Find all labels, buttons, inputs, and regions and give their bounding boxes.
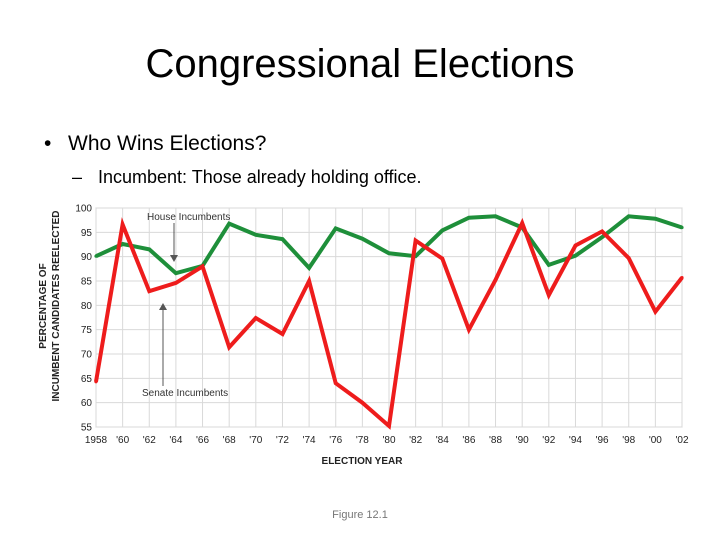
x-axis-labels: 1958 '60 '62 '64 '66 '68 '70 '72 '74 '76 '78 '80 '82… bbox=[85, 435, 689, 446]
senate-data-point bbox=[334, 381, 338, 385]
x-tick-label: '94 bbox=[569, 435, 582, 446]
legend-house-incumbents: House Incumbents bbox=[147, 212, 230, 223]
house-data-point bbox=[387, 251, 391, 255]
house-data-point bbox=[334, 226, 338, 231]
legend-senate-incumbents: Senate Incumbents bbox=[142, 388, 228, 399]
y-tick-label: 80 bbox=[81, 301, 93, 312]
y-tick-label: 95 bbox=[81, 228, 93, 239]
x-tick-label: '70 bbox=[249, 435, 262, 446]
slide-title: Congressional Elections bbox=[145, 42, 575, 86]
senate-data-point bbox=[387, 424, 391, 428]
chart-grid bbox=[95, 207, 683, 428]
x-tick-label: 1958 bbox=[85, 435, 108, 446]
y-tick-label: 90 bbox=[81, 252, 93, 263]
senate-data-point bbox=[414, 239, 418, 243]
x-axis-title: ELECTION YEAR bbox=[322, 456, 404, 467]
senate-data-point bbox=[280, 332, 285, 336]
senate-data-point bbox=[147, 289, 151, 293]
y-tick-label: 65 bbox=[81, 374, 93, 385]
x-tick-label: '00 bbox=[649, 435, 662, 446]
bullet-icon: • bbox=[44, 132, 52, 155]
house-data-point bbox=[573, 254, 578, 258]
x-tick-label: '66 bbox=[196, 435, 209, 446]
sub-bullet-text: Incumbent: Those already holding office. bbox=[98, 167, 422, 187]
x-tick-label: '72 bbox=[276, 435, 289, 446]
senate-data-point bbox=[227, 345, 231, 349]
x-tick-label: '96 bbox=[596, 435, 609, 446]
x-tick-label: '76 bbox=[329, 435, 342, 446]
senate-data-point bbox=[307, 279, 311, 283]
figure-caption: Figure 12.1 bbox=[332, 509, 388, 521]
house-data-point bbox=[467, 216, 471, 220]
x-tick-label: '82 bbox=[409, 435, 422, 446]
senate-data-point bbox=[680, 275, 684, 280]
senate-pointer-arrow bbox=[159, 303, 167, 310]
x-tick-label: '92 bbox=[542, 435, 555, 446]
sub-bullet-point: – Incumbent: Those already holding office… bbox=[72, 167, 422, 188]
x-tick-label: '84 bbox=[436, 435, 449, 446]
x-tick-label: '90 bbox=[516, 435, 529, 446]
y-axis-title-line-1: PERCENTAGE OF bbox=[38, 263, 49, 348]
house-pointer-arrow bbox=[170, 255, 178, 262]
x-tick-label: '80 bbox=[382, 435, 395, 446]
house-data-point bbox=[547, 263, 551, 267]
senate-data-point bbox=[467, 328, 471, 332]
y-axis-labels: 55 60 65 70 75 80 85 90 95 100 bbox=[75, 204, 92, 434]
senate-data-point bbox=[547, 293, 551, 297]
senate-data-point bbox=[94, 380, 98, 384]
dash-icon: – bbox=[72, 167, 83, 187]
senate-data-point bbox=[573, 243, 578, 248]
y-tick-label: 100 bbox=[75, 204, 92, 215]
house-data-point bbox=[174, 271, 178, 275]
house-data-point bbox=[440, 228, 444, 232]
x-tick-label: '68 bbox=[223, 435, 236, 446]
y-tick-label: 55 bbox=[81, 423, 93, 434]
house-data-point bbox=[121, 242, 125, 246]
senate-data-point bbox=[653, 310, 657, 314]
house-data-point bbox=[360, 237, 364, 241]
house-data-point bbox=[627, 214, 631, 218]
x-tick-label: '64 bbox=[169, 435, 182, 446]
bullet-point: • Who Wins Elections? bbox=[44, 132, 266, 156]
senate-data-point bbox=[121, 222, 125, 227]
senate-data-point bbox=[627, 256, 631, 260]
house-data-point bbox=[147, 247, 151, 251]
senate-data-point bbox=[520, 221, 524, 225]
chart-series bbox=[94, 214, 684, 430]
x-tick-label: '74 bbox=[303, 435, 316, 446]
senate-data-point bbox=[493, 278, 498, 282]
senate-data-point bbox=[200, 264, 205, 268]
house-data-point bbox=[254, 233, 258, 237]
house-data-point bbox=[280, 237, 285, 241]
x-tick-label: '98 bbox=[622, 435, 635, 446]
y-tick-label: 75 bbox=[81, 325, 93, 336]
y-axis-title-line-2: INCUMBENT CANDIDATES REELECTED bbox=[51, 211, 62, 402]
senate-data-point bbox=[254, 316, 258, 320]
senate-data-point bbox=[440, 257, 444, 261]
x-tick-label: '88 bbox=[489, 435, 502, 446]
y-tick-label: 60 bbox=[81, 398, 93, 409]
incumbent-reelection-chart: 55 60 65 70 75 80 85 90 95 100 1958 '60 '62 '64 '66 '6… bbox=[38, 204, 689, 468]
house-data-point bbox=[600, 235, 604, 239]
senate-data-point bbox=[174, 281, 178, 285]
house-data-point bbox=[680, 225, 684, 230]
house-data-point bbox=[94, 254, 98, 258]
x-tick-label: '02 bbox=[675, 435, 688, 446]
x-tick-label: '86 bbox=[462, 435, 475, 446]
x-tick-label: '78 bbox=[356, 435, 369, 446]
x-tick-label: '62 bbox=[143, 435, 156, 446]
y-tick-label: 70 bbox=[81, 350, 93, 361]
senate-data-point bbox=[360, 401, 364, 405]
house-data-point bbox=[493, 214, 498, 218]
house-data-point bbox=[307, 266, 311, 270]
house-data-point bbox=[227, 221, 231, 226]
senate-data-point bbox=[600, 229, 604, 233]
x-tick-label: '60 bbox=[116, 435, 129, 446]
y-tick-label: 85 bbox=[81, 277, 93, 288]
bullet-text: Who Wins Elections? bbox=[68, 132, 267, 155]
house-data-point bbox=[653, 217, 657, 221]
